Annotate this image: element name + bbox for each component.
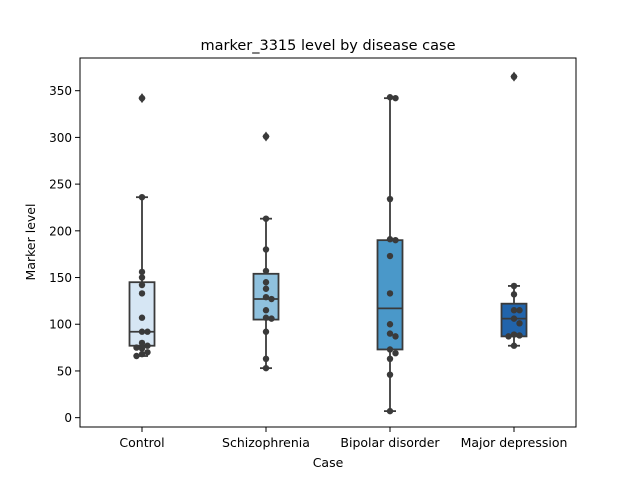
data-point (262, 328, 270, 335)
data-point (510, 342, 518, 349)
data-point (262, 285, 270, 292)
data-point (268, 315, 275, 322)
data-point (516, 332, 523, 339)
data-point (386, 346, 394, 353)
y-tick-label: 200 (49, 224, 72, 238)
axes-frame (79, 57, 577, 428)
data-point (138, 281, 146, 289)
data-point (392, 333, 399, 340)
data-point (138, 339, 146, 347)
data-point (138, 274, 146, 281)
data-point (138, 345, 146, 352)
data-point (144, 328, 151, 335)
data-point (262, 246, 270, 253)
data-point (386, 195, 394, 203)
x-tick-label: Schizophrenia (222, 435, 310, 450)
y-tick-label: 100 (49, 318, 72, 332)
data-point (262, 355, 270, 363)
data-point (138, 268, 146, 276)
data-point (510, 307, 518, 314)
y-tick-label: 250 (49, 178, 72, 192)
data-point (516, 307, 523, 314)
chart-title: marker_3315 level by disease case (201, 38, 456, 54)
x-tick-label: Major depression (461, 435, 568, 450)
data-point (386, 252, 394, 260)
y-axis-label: Marker level (23, 204, 38, 281)
data-point (386, 371, 394, 378)
y-tick-label: 150 (49, 271, 72, 285)
data-point (386, 290, 394, 297)
data-point (138, 94, 146, 102)
data-point (510, 315, 518, 322)
y-tick-label: 50 (57, 364, 72, 378)
data-point (138, 193, 146, 201)
data-point (262, 307, 270, 314)
data-point (386, 330, 394, 337)
data-point (262, 314, 270, 321)
data-point (138, 290, 146, 297)
data-point (138, 328, 146, 335)
data-point (268, 295, 275, 303)
data-point (392, 236, 399, 244)
plot-area: 0 50 100 150 200 250 300 350 Control Schizophreni… (49, 57, 577, 450)
data-point (144, 349, 151, 356)
data-point (516, 320, 523, 327)
data-point (386, 94, 394, 101)
y-tick-label: 300 (49, 131, 72, 145)
data-point (505, 333, 512, 340)
data-point (510, 291, 518, 298)
data-point (133, 344, 140, 351)
data-point (144, 342, 151, 349)
y-tick-label: 350 (49, 84, 72, 98)
data-point (510, 331, 518, 338)
data-point (262, 293, 270, 301)
data-point (510, 73, 518, 80)
data-point (262, 267, 270, 275)
data-point (386, 321, 394, 328)
data-point (386, 355, 394, 363)
data-point (138, 350, 146, 358)
data-point (392, 350, 399, 357)
data-point (138, 314, 146, 321)
data-point (510, 282, 518, 290)
data-point (133, 352, 140, 360)
x-tick-label: Bipolar disorder (340, 435, 440, 450)
data-point (262, 133, 270, 140)
x-axis-label: Case (313, 455, 344, 470)
data-point (386, 407, 394, 415)
x-tick-label: Control (119, 435, 164, 450)
data-point (262, 364, 270, 372)
data-point (386, 236, 394, 243)
data-point (262, 279, 270, 286)
data-point (392, 94, 399, 102)
y-tick-label: 0 (64, 411, 72, 425)
data-point (262, 215, 270, 222)
